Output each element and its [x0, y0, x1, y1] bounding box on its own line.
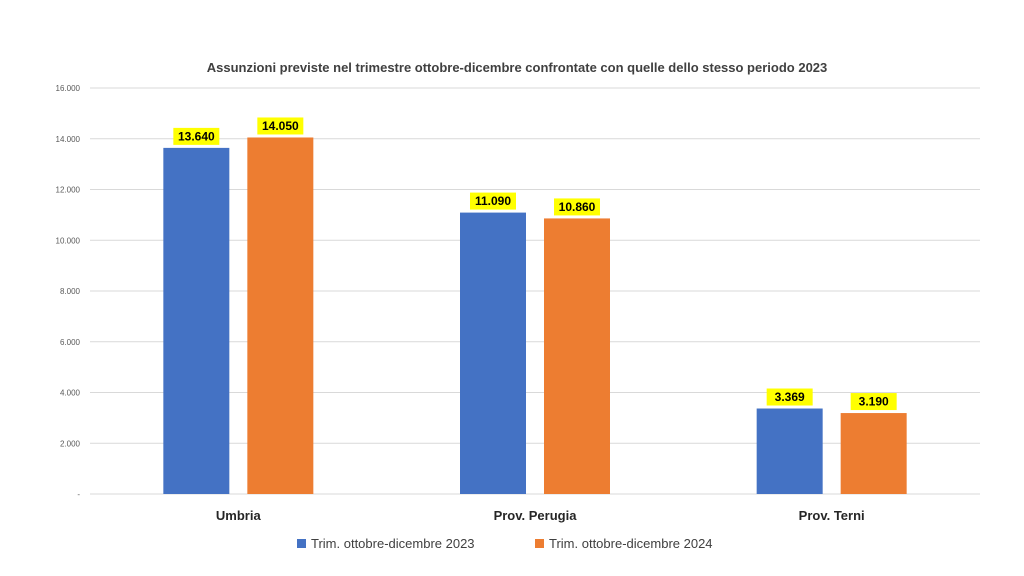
data-label-highlight [470, 192, 516, 210]
chart-title: Assunzioni previste nel trimestre ottobr… [207, 60, 828, 75]
legend-swatch [297, 539, 306, 548]
data-label-highlight [850, 393, 897, 411]
data-label: 3.369 [775, 390, 805, 404]
legend-label: Trim. ottobre-dicembre 2023 [311, 536, 475, 551]
y-tick-label: 6.000 [60, 338, 81, 347]
y-tick-label: - [77, 490, 80, 499]
legend: Trim. ottobre-dicembre 2023 Trim. ottobre… [297, 536, 713, 551]
y-tick-label: 4.000 [60, 389, 81, 398]
bar [544, 218, 610, 495]
bar [460, 212, 526, 494]
data-label: 10.860 [559, 200, 596, 214]
bar [163, 147, 230, 494]
x-axis: Umbria Prov. Perugia Prov. Terni [216, 508, 865, 523]
data-label: 11.090 [475, 194, 511, 208]
y-tick-label: 16.000 [56, 84, 81, 93]
y-tick-label: 10.000 [56, 236, 81, 245]
data-label: 14.050 [262, 119, 299, 133]
gridlines [90, 87, 980, 495]
bar [247, 137, 314, 494]
bars [163, 137, 907, 495]
legend-swatch [535, 539, 544, 548]
y-tick-label: 2.000 [60, 439, 81, 448]
bar [756, 408, 823, 494]
data-label-highlight [257, 117, 304, 135]
data-label-highlight [554, 198, 600, 216]
legend-label: Trim. ottobre-dicembre 2024 [549, 536, 713, 551]
data-label: 3.190 [859, 395, 889, 409]
y-axis: - 2.000 4.000 6.000 8.000 10.000 12.000 14.000 1… [56, 84, 81, 499]
data-label-highlight [173, 127, 220, 145]
bar [840, 413, 907, 494]
x-tick-label: Prov. Terni [799, 508, 865, 523]
x-tick-label: Umbria [216, 508, 262, 523]
x-tick-label: Prov. Perugia [494, 508, 578, 523]
data-label: 13.640 [178, 129, 215, 143]
y-tick-label: 12.000 [56, 186, 81, 195]
y-tick-label: 14.000 [56, 135, 81, 144]
data-label-highlight [766, 388, 813, 406]
y-tick-label: 8.000 [60, 287, 81, 296]
data-labels: 13.640 14.050 11.090 10.860 3.369 3.190 [173, 117, 897, 411]
